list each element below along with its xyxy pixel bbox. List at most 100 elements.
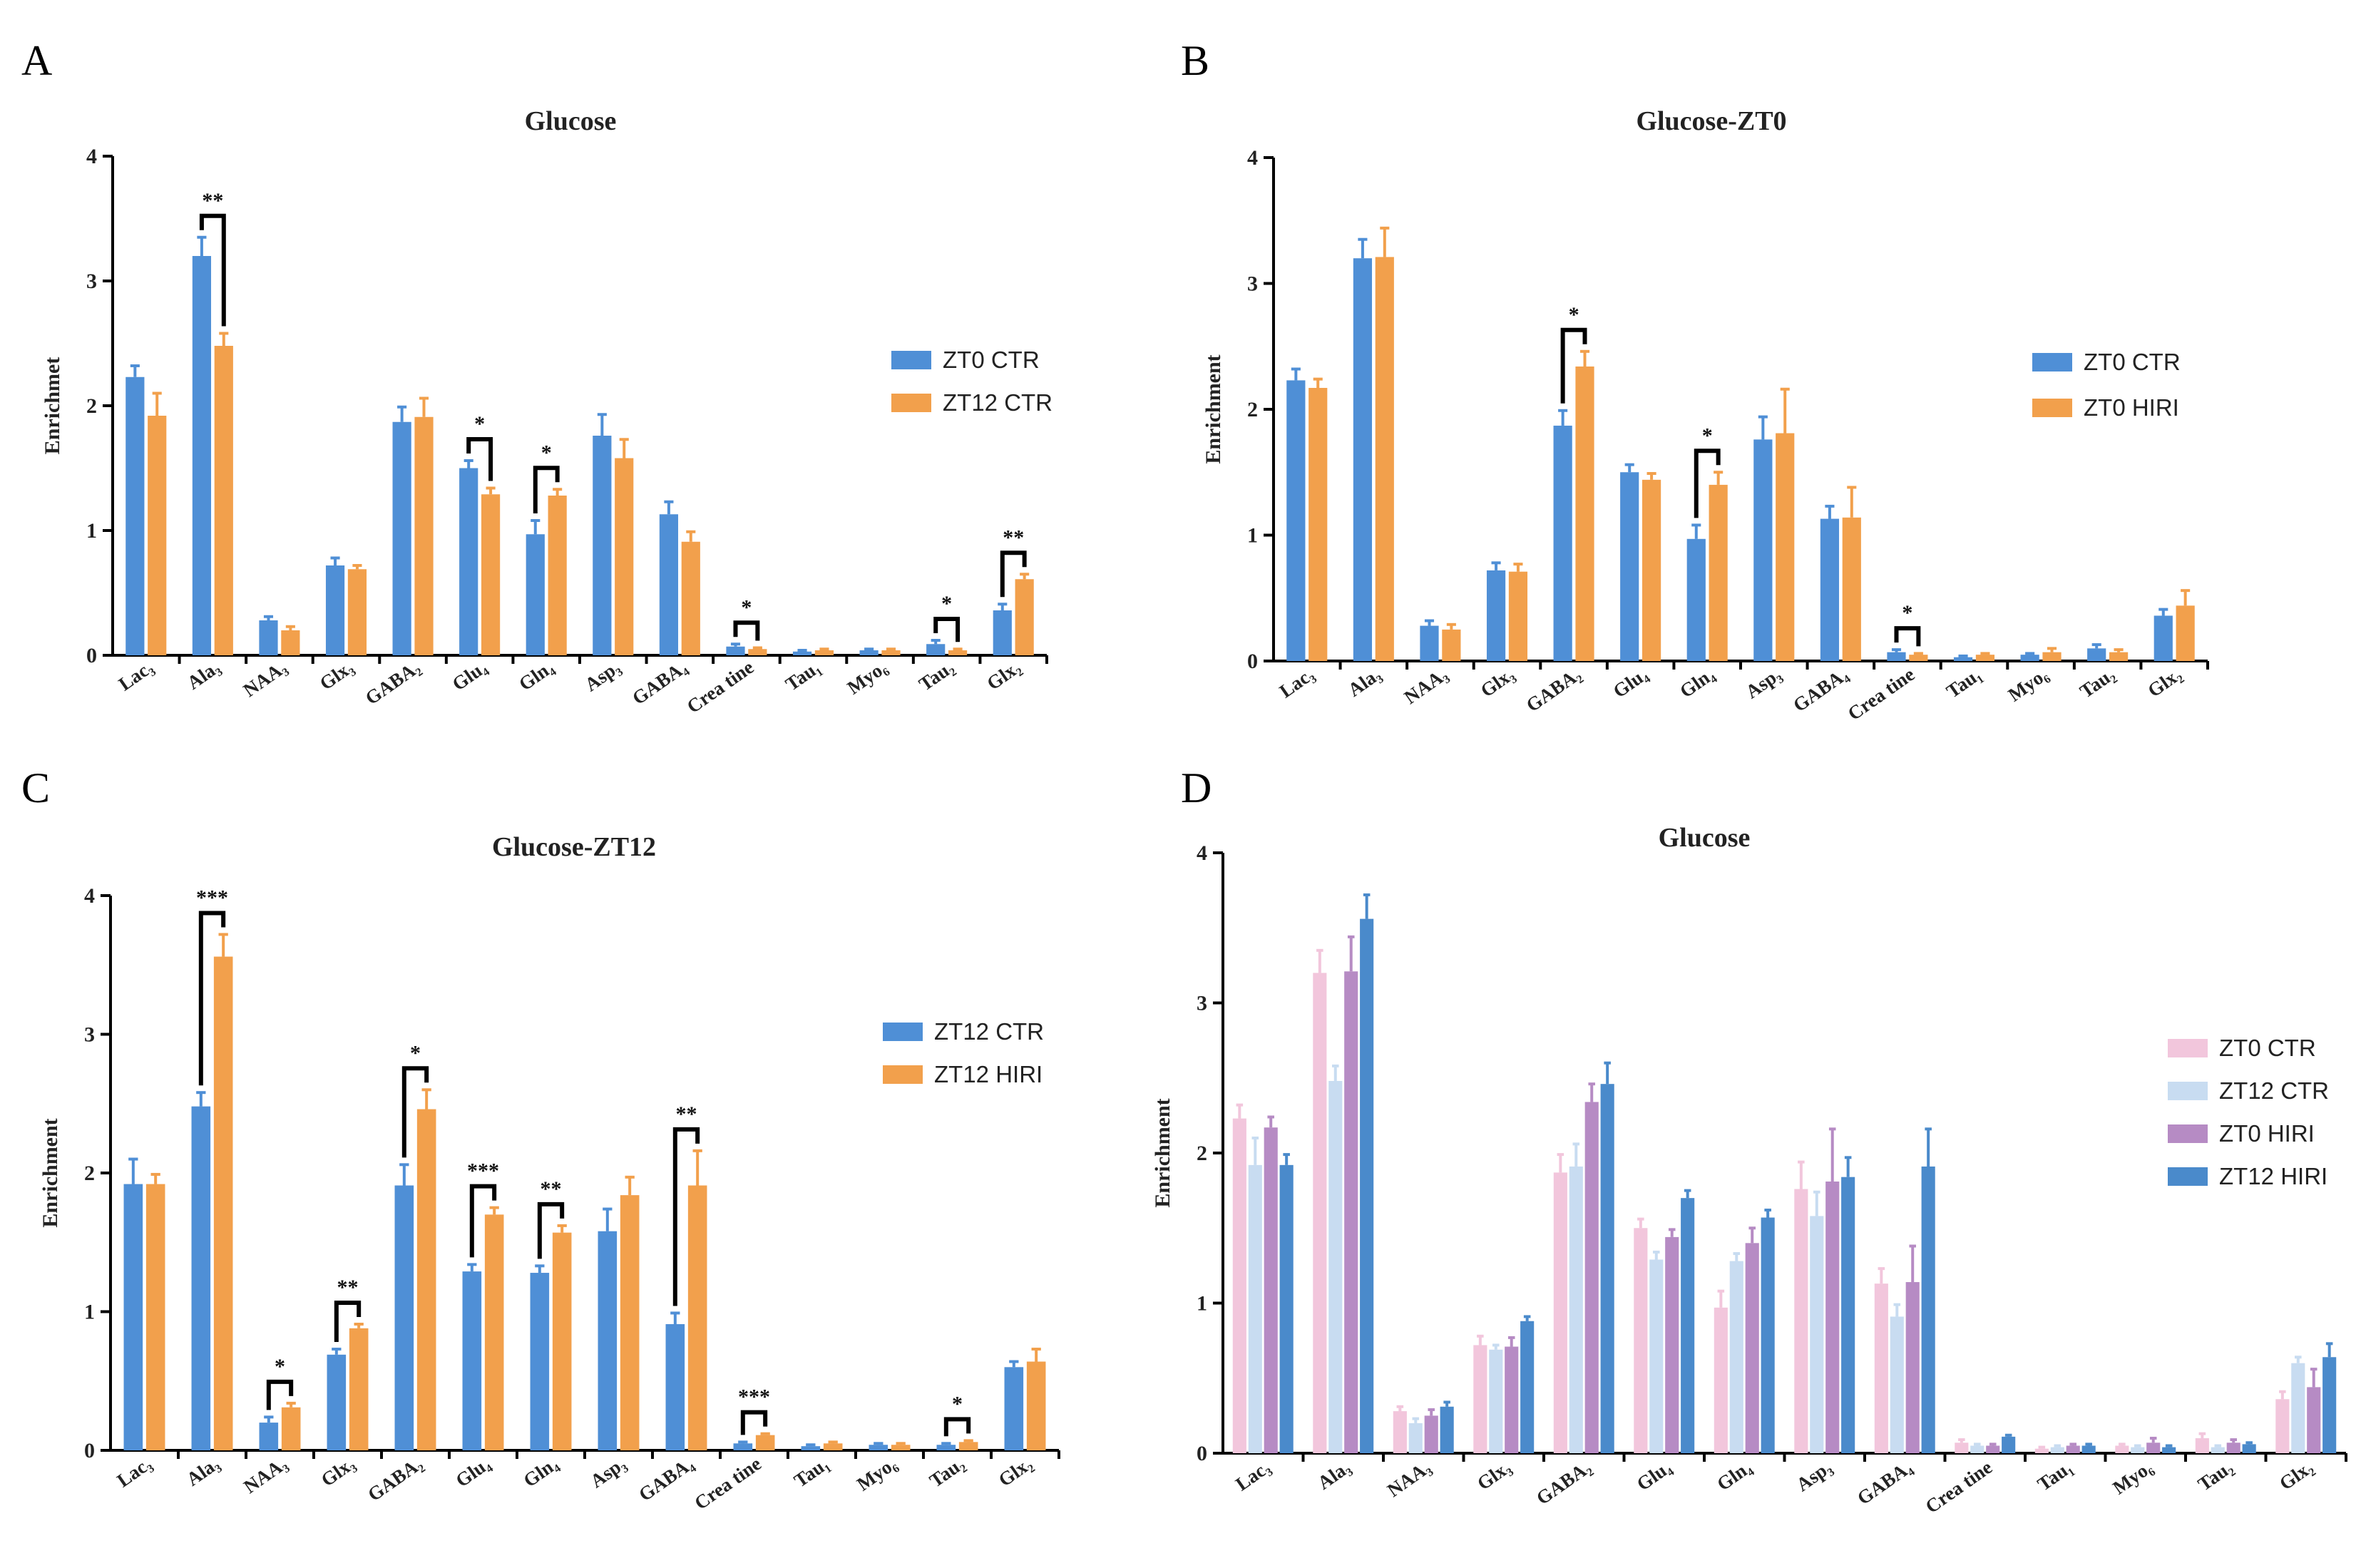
y-tick-label: 2 xyxy=(84,1162,95,1185)
x-tick-label: Glx₃ xyxy=(316,656,357,694)
bar-zt12-hiri xyxy=(552,1232,572,1450)
bar-zt12-ctr xyxy=(665,1324,685,1450)
legend-label: ZT0 HIRI xyxy=(2084,394,2179,421)
bar-zt12-ctr xyxy=(881,650,901,655)
bar-zt12-ctr xyxy=(214,346,233,655)
y-tick-label: 4 xyxy=(1247,146,1258,170)
legend-swatch xyxy=(2168,1124,2208,1143)
panel-letter: A xyxy=(21,37,52,84)
significance-label: * xyxy=(474,412,485,436)
x-tick-label: Glx₂ xyxy=(983,656,1024,694)
bar-zt12-ctr xyxy=(948,650,968,655)
legend-label: ZT12 CTR xyxy=(2219,1077,2329,1104)
significance-label: *** xyxy=(196,886,228,909)
x-tick-label: GABA₂ xyxy=(1532,1456,1595,1509)
x-tick-label: Tau₁ xyxy=(2034,1456,2076,1495)
bar-zt12-hiri xyxy=(1681,1198,1695,1453)
x-tick-label: Glx₂ xyxy=(995,1452,1036,1490)
bar-zt12-ctr xyxy=(936,1445,956,1450)
bar-zt12-hiri xyxy=(1600,1084,1614,1453)
x-tick-label: Glx₂ xyxy=(2275,1456,2317,1494)
chart-title: Glucose-ZT0 xyxy=(1636,106,1786,136)
bar-zt12-hiri xyxy=(1279,1164,1294,1453)
bar-zt12-hiri xyxy=(213,956,233,1450)
significance-bracket xyxy=(533,466,560,513)
significance-label: ** xyxy=(676,1102,697,1126)
bar-zt0-ctr xyxy=(325,565,345,655)
significance-label: * xyxy=(1702,424,1713,447)
bar-zt0-hiri xyxy=(1665,1236,1679,1453)
bar-zt0-ctr xyxy=(1953,657,1973,661)
bar-zt0-ctr xyxy=(2034,1448,2049,1453)
bar-zt12-ctr xyxy=(2211,1447,2225,1453)
significance-bracket xyxy=(943,1417,971,1437)
bar-zt12-ctr xyxy=(814,650,834,655)
x-tick-label: NAA₃ xyxy=(1383,1456,1435,1501)
bar-zt12-hiri xyxy=(2322,1357,2337,1453)
bar-zt0-hiri xyxy=(1825,1181,1840,1453)
bar-zt12-hiri xyxy=(2242,1444,2256,1453)
bar-zt12-ctr xyxy=(530,1273,550,1450)
bar-zt12-hiri xyxy=(281,1407,301,1450)
x-tick-label: GABA₂ xyxy=(362,656,424,709)
bar-zt0-ctr xyxy=(1620,472,1639,661)
significance-bracket xyxy=(401,1066,429,1158)
significance-label: * xyxy=(541,441,552,464)
bar-zt12-hiri xyxy=(823,1443,843,1450)
bar-zt12-ctr xyxy=(414,416,434,655)
x-tick-label: Ala₃ xyxy=(1313,1456,1354,1493)
bar-zt0-ctr xyxy=(1313,973,1327,1453)
x-tick-label: Glx₂ xyxy=(2144,663,2185,701)
bar-zt0-hiri xyxy=(1375,257,1394,661)
x-tick-label: Crea tine xyxy=(1844,663,1919,724)
bar-zt0-ctr xyxy=(1553,1172,1567,1453)
y-tick-label: 3 xyxy=(86,270,97,293)
x-tick-label: GABA₄ xyxy=(628,656,691,709)
legend-label: ZT0 CTR xyxy=(943,347,1040,373)
legend-label: ZT0 CTR xyxy=(2219,1035,2316,1061)
bar-zt0-hiri xyxy=(1308,387,1328,661)
significance-label: ** xyxy=(1003,526,1024,549)
x-tick-label: GABA₄ xyxy=(1853,1456,1916,1509)
significance-bracket xyxy=(1000,550,1027,598)
x-tick-label: Myo₆ xyxy=(853,1452,901,1495)
x-tick-label: Asp₃ xyxy=(1742,663,1786,702)
bar-zt0-ctr xyxy=(1874,1283,1888,1453)
y-tick-label: 1 xyxy=(86,519,97,543)
y-tick-label: 1 xyxy=(1247,524,1258,548)
y-tick-label: 4 xyxy=(1197,841,1207,865)
bar-zt0-hiri xyxy=(2176,605,2195,661)
bar-zt0-hiri xyxy=(1584,1102,1599,1453)
bar-zt0-ctr xyxy=(192,256,212,655)
x-tick-label: Glu₄ xyxy=(1609,663,1651,702)
bar-zt12-ctr xyxy=(347,569,367,655)
bar-zt12-hiri xyxy=(687,1185,707,1450)
x-tick-label: GABA₄ xyxy=(1789,663,1852,716)
bar-zt0-ctr xyxy=(1887,652,1906,661)
bar-zt12-hiri xyxy=(1841,1177,1855,1453)
x-tick-label: Lac₃ xyxy=(113,1452,155,1491)
bar-zt0-hiri xyxy=(1508,571,1528,661)
legend-label: ZT0 CTR xyxy=(2084,349,2181,375)
y-axis-label: Enrichment xyxy=(1151,1098,1174,1207)
x-tick-label: Tau₂ xyxy=(915,656,958,695)
x-tick-label: Myo₆ xyxy=(2004,663,2052,705)
bar-zt0-ctr xyxy=(1232,1118,1246,1453)
bar-zt0-hiri xyxy=(1986,1445,2000,1453)
bar-zt12-ctr xyxy=(481,494,501,655)
bar-zt0-hiri xyxy=(1424,1415,1438,1453)
bar-zt0-hiri xyxy=(1575,366,1594,661)
x-tick-label: Glx₃ xyxy=(1477,663,1518,701)
y-tick-label: 2 xyxy=(86,394,97,418)
bar-zt12-ctr xyxy=(598,1231,618,1450)
bar-zt12-ctr xyxy=(281,630,300,655)
significance-bracket xyxy=(537,1201,565,1259)
bar-zt12-ctr xyxy=(1649,1259,1664,1453)
significance-label: *** xyxy=(738,1385,770,1409)
x-tick-label: Asp₃ xyxy=(586,1452,630,1492)
bar-zt12-ctr xyxy=(801,1446,821,1450)
legend-swatch xyxy=(891,351,931,369)
bar-zt0-hiri xyxy=(1442,629,1461,661)
x-tick-label: Crea tine xyxy=(683,656,758,717)
